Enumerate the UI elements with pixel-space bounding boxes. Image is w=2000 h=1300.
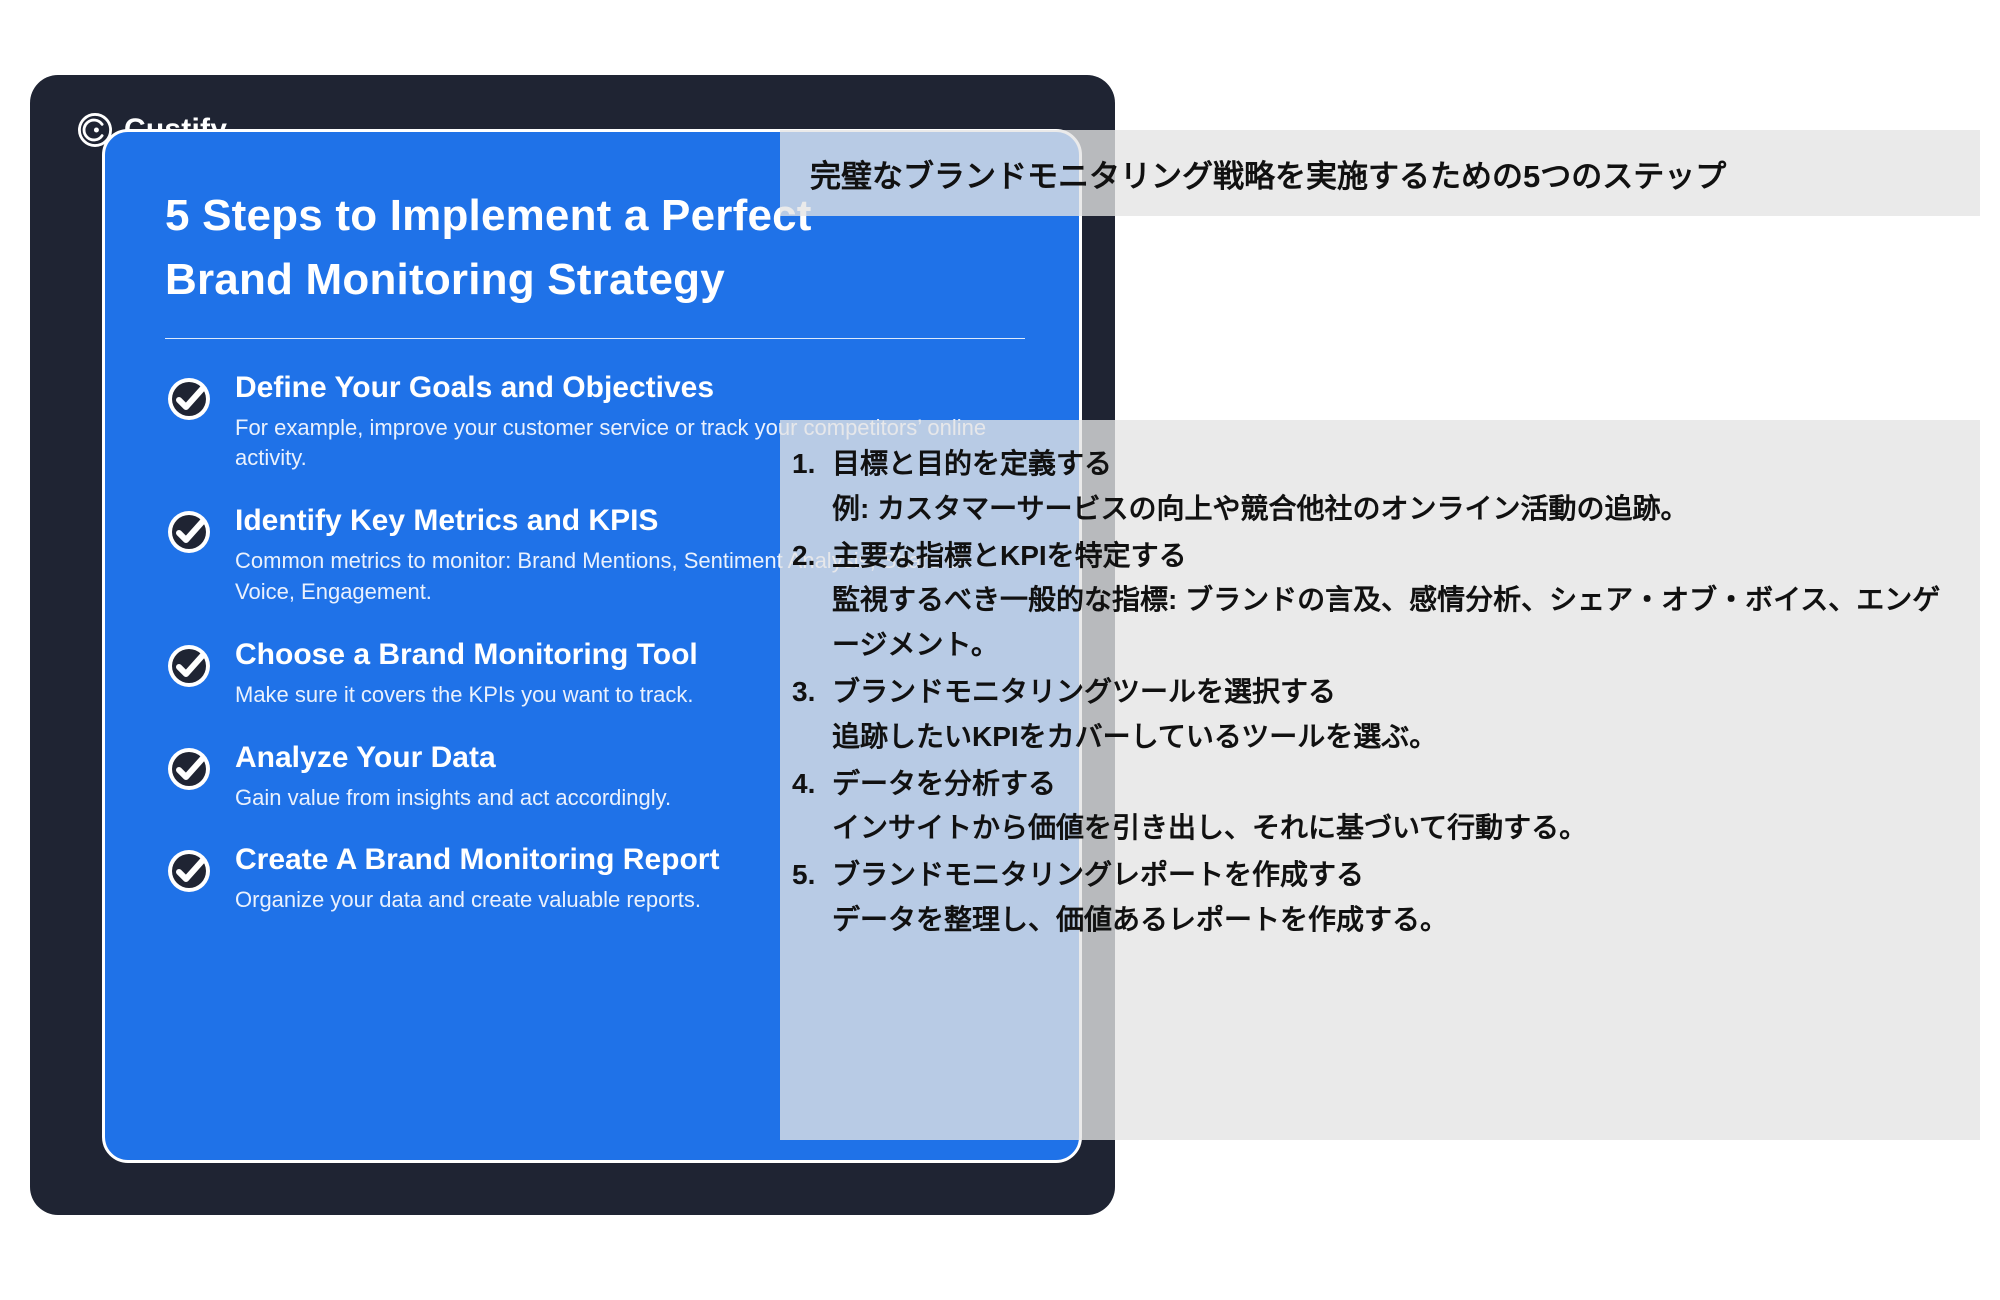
translation-item: 目標と目的を定義する 例: カスタマーサービスの向上や競合他社のオンライン活動の… [790,442,1968,532]
step-title: Create A Brand Monitoring Report [235,843,719,877]
translation-item-title: 目標と目的を定義する [832,448,1112,479]
step-text: Analyze Your Data Gain value from insigh… [235,741,671,814]
translation-item: 主要な指標とKPIを特定する 監視するべき一般的な指標: ブランドの言及、感情分… [790,534,1968,668]
card-title-line2: Brand Monitoring Strategy [165,255,725,304]
title-divider [165,338,1025,339]
step-desc: Make sure it covers the KPIs you want to… [235,680,698,711]
step-desc: Gain value from insights and act accordi… [235,783,671,814]
step-title: Analyze Your Data [235,741,671,775]
checkmark-icon [165,375,213,423]
checkmark-icon [165,847,213,895]
step-text: Choose a Brand Monitoring Tool Make sure… [235,638,698,711]
translation-item-title: ブランドモニタリングレポートを作成する [832,859,1364,890]
translation-item-title: データを分析する [832,768,1056,799]
translation-item-title: ブランドモニタリングツールを選択する [832,676,1336,707]
translation-item: ブランドモニタリングツールを選択する 追跡したいKPIをカバーしているツールを選… [790,670,1968,760]
translation-item-sub: 監視するべき一般的な指標: ブランドの言及、感情分析、シェア・オブ・ボイス、エン… [832,578,1968,668]
step-text: Create A Brand Monitoring Report Organiz… [235,843,719,916]
translation-item: データを分析する インサイトから価値を引き出し、それに基づいて行動する。 [790,762,1968,852]
step-title: Choose a Brand Monitoring Tool [235,638,698,672]
translation-item-sub: 追跡したいKPIをカバーしているツールを選ぶ。 [832,715,1968,760]
translation-header-overlay: 完璧なブランドモニタリング戦略を実施するための5つのステップ [780,130,1980,216]
translation-item-title: 主要な指標とKPIを特定する [832,540,1187,571]
step-desc: Organize your data and create valuable r… [235,885,719,916]
translation-item-sub: 例: カスタマーサービスの向上や競合他社のオンライン活動の追跡。 [832,487,1968,532]
step-title: Define Your Goals and Objectives [235,371,995,405]
translation-body-overlay: 目標と目的を定義する 例: カスタマーサービスの向上や競合他社のオンライン活動の… [780,420,1980,1140]
translation-item-sub: インサイトから価値を引き出し、それに基づいて行動する。 [832,806,1968,851]
card-title-line1: 5 Steps to Implement a Perfect [165,191,812,240]
translation-item-sub: データを整理し、価値あるレポートを作成する。 [832,898,1968,943]
checkmark-icon [165,642,213,690]
checkmark-icon [165,508,213,556]
translation-header: 完璧なブランドモニタリング戦略を実施するための5つのステップ [810,151,1726,196]
checkmark-icon [165,745,213,793]
translation-list: 目標と目的を定義する 例: カスタマーサービスの向上や競合他社のオンライン活動の… [790,442,1968,943]
translation-item: ブランドモニタリングレポートを作成する データを整理し、価値あるレポートを作成す… [790,853,1968,943]
